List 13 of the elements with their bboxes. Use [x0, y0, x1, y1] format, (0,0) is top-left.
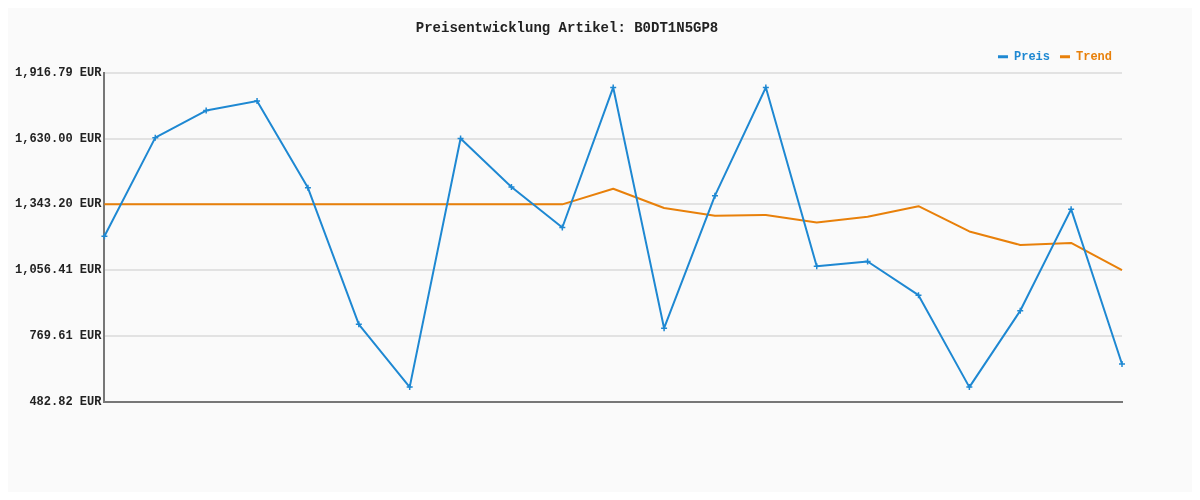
point — [1067, 205, 1075, 213]
point — [1016, 307, 1024, 315]
chart-title: Preisentwicklung Artikel: B0DT1N5GP8 — [415, 19, 719, 36]
y-tick-label: 1,056.41 EUR — [14, 263, 103, 278]
y-tick-label: 482.82 EUR — [29, 394, 103, 409]
point — [253, 97, 261, 105]
point — [304, 184, 312, 192]
legend-label: Preis — [1013, 49, 1050, 64]
y-tick-label: 769.61 EUR — [29, 328, 103, 343]
y-tick-label: 1,343.20 EUR — [14, 197, 103, 212]
y-tick-label: 1,916.79 EUR — [14, 65, 103, 80]
legend-label: Trend — [1075, 49, 1113, 64]
y-tick-label: 1,630.00 EUR — [14, 131, 103, 146]
